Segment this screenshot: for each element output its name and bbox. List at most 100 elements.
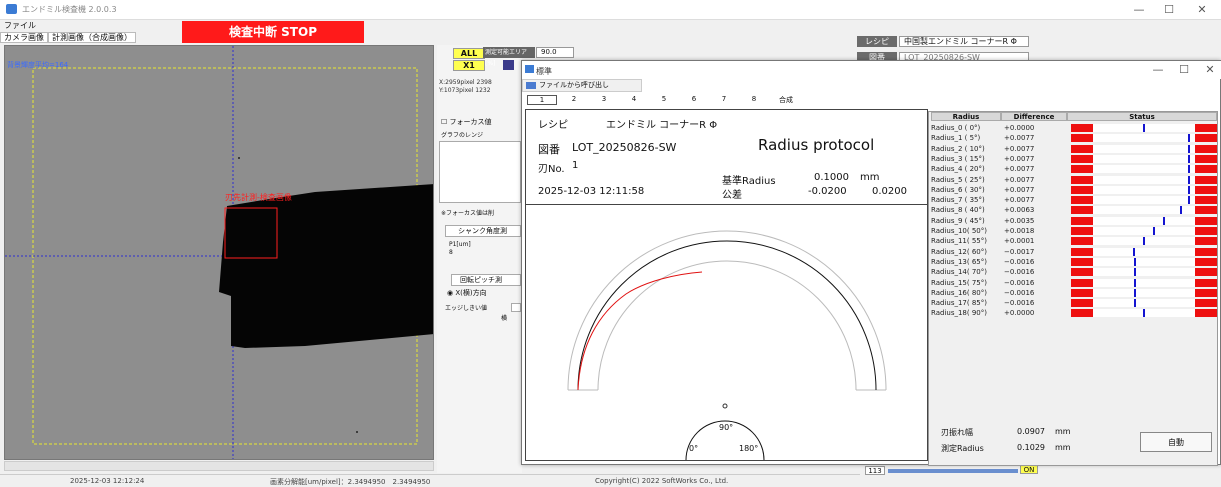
- on-button[interactable]: ON: [1020, 465, 1038, 474]
- status-bar-gauge: [1071, 154, 1217, 163]
- status-marker: [1188, 165, 1191, 174]
- lower-limit: [1071, 227, 1093, 235]
- table-row: Radius_13( 65°) −0.0016: [929, 257, 1219, 267]
- close-button[interactable]: ✕: [1197, 3, 1207, 16]
- lower-limit: [1071, 134, 1093, 143]
- tab-5[interactable]: 5: [661, 95, 667, 103]
- table-row: Radius_2 ( 10°) +0.0077: [929, 144, 1219, 154]
- focus-label: フォーカス値: [449, 118, 492, 126]
- load-file-button[interactable]: ファイルから呼び出し: [522, 79, 642, 92]
- upper-limit: [1195, 124, 1217, 132]
- tab-4[interactable]: 4: [631, 95, 637, 103]
- coord-x: X:2959pixel 2398: [439, 79, 492, 86]
- load-file-label: ファイルから呼び出し: [539, 81, 609, 89]
- status-marker: [1143, 309, 1145, 318]
- radius-table: Radius Difference Status Radius_0 ( 0°) +…: [928, 111, 1218, 466]
- focus-checkbox[interactable]: ☐ フォーカス値: [441, 118, 492, 126]
- status-bar-gauge: [1071, 288, 1217, 297]
- status-marker: [1188, 154, 1191, 163]
- measure-area-field[interactable]: 90.0: [536, 47, 574, 58]
- tab-2[interactable]: 2: [571, 95, 577, 103]
- tab-6[interactable]: 6: [691, 95, 697, 103]
- pitch-button[interactable]: 回転ピッチ測: [451, 274, 521, 286]
- xdir-label: X(横)方向: [455, 289, 487, 297]
- row-difference: −0.0016: [1004, 278, 1035, 287]
- dialog-close-button[interactable]: ✕: [1205, 63, 1215, 76]
- tab-camera[interactable]: カメラ画像: [0, 32, 48, 43]
- status-resolution: 画素分解能[um/pixel]：2.3494950 2.3494950: [270, 478, 431, 486]
- bottom-field[interactable]: 113: [865, 466, 885, 475]
- dialog-maximize-button[interactable]: ☐: [1179, 63, 1189, 76]
- status-bar-gauge: [1071, 299, 1217, 308]
- status-marker: [1188, 134, 1191, 143]
- upper-limit: [1195, 309, 1217, 318]
- shank-angle-button[interactable]: シャンク角度測: [445, 225, 521, 237]
- report-datetime: 2025-12-03 12:11:58: [538, 186, 645, 197]
- base-radius-label: 基準Radius: [722, 176, 776, 187]
- row-difference: +0.0000: [1004, 309, 1035, 318]
- table-row: Radius_10( 50°) +0.0018: [929, 226, 1219, 236]
- tab-1[interactable]: 1: [527, 95, 557, 105]
- measured-radius-label: 測定Radius: [941, 444, 984, 453]
- upper-limit: [1195, 216, 1217, 225]
- x1-button[interactable]: X1: [453, 60, 485, 71]
- lower-limit: [1071, 247, 1093, 256]
- status-bar-gauge: [1071, 144, 1217, 153]
- maximize-button[interactable]: ☐: [1164, 3, 1174, 16]
- angle-0: 0°: [689, 444, 699, 453]
- tab-7[interactable]: 7: [721, 95, 727, 103]
- table-row: Radius_8 ( 40°) +0.0063: [929, 205, 1219, 215]
- title-bar: エンドミル検査機 2.0.0.3 — ☐ ✕: [0, 0, 1221, 20]
- row-radius: Radius_12( 60°): [931, 247, 987, 256]
- horizontal-scrollbar[interactable]: [4, 461, 434, 471]
- table-row: Radius_3 ( 15°) +0.0077: [929, 154, 1219, 164]
- save-icon[interactable]: [503, 60, 514, 70]
- minimize-button[interactable]: —: [1133, 3, 1145, 16]
- all-button[interactable]: ALL: [453, 48, 485, 59]
- lower-limit: [1071, 154, 1093, 163]
- status-bar-gauge: [1071, 134, 1217, 143]
- upper-limit: [1195, 227, 1217, 235]
- row-radius: Radius_0 ( 0°): [931, 124, 981, 132]
- view-tabs: カメラ画像 計測画像（合成画像）: [0, 32, 180, 44]
- status-bar-gauge: [1071, 165, 1217, 174]
- recipe-field[interactable]: 中国製エンドミル コーナーR Φ: [899, 36, 1029, 47]
- tab-composite[interactable]: 合成: [779, 96, 793, 104]
- row-radius: Radius_2 ( 10°): [931, 144, 985, 153]
- table-row: Radius_0 ( 0°) +0.0000: [929, 123, 1219, 133]
- status-bar-gauge: [1071, 206, 1217, 215]
- stop-button[interactable]: 検査中断 STOP: [182, 21, 364, 43]
- camera-view[interactable]: 背景輝度平均=164 刃先計測-検査画像: [4, 45, 434, 460]
- table-row: Radius_16( 80°) −0.0016: [929, 288, 1219, 298]
- status-bar-gauge: [1071, 216, 1217, 225]
- row-difference: −0.0016: [1004, 299, 1035, 308]
- row-radius: Radius_15( 75°): [931, 278, 987, 287]
- runout-label: 刃振れ幅: [941, 428, 973, 437]
- upper-limit: [1195, 175, 1217, 184]
- drawing-label: 図番: [857, 52, 897, 63]
- menu-file[interactable]: ファイル: [4, 21, 36, 30]
- tab-measure[interactable]: 計測画像（合成画像）: [48, 32, 136, 43]
- runout-unit: mm: [1055, 427, 1071, 436]
- tab-3[interactable]: 3: [601, 95, 607, 103]
- dialog-minimize-button[interactable]: —: [1152, 63, 1164, 76]
- slider-track[interactable]: [888, 469, 1018, 473]
- row-radius: Radius_5 ( 25°): [931, 175, 985, 184]
- row-difference: −0.0016: [1004, 257, 1035, 266]
- tab-8[interactable]: 8: [751, 95, 757, 103]
- lower-limit: [1071, 299, 1093, 308]
- app-icon: [6, 4, 17, 14]
- status-marker: [1153, 227, 1156, 235]
- tolerance-label: 公差: [722, 190, 742, 201]
- row-difference: −0.0016: [1004, 268, 1035, 277]
- row-radius: Radius_13( 65°): [931, 257, 987, 266]
- xdir-radio[interactable]: ◉ X(横)方向: [447, 289, 487, 297]
- row-radius: Radius_16( 80°): [931, 288, 987, 297]
- table-row: Radius_5 ( 25°) +0.0077: [929, 175, 1219, 185]
- auto-button[interactable]: 自動: [1140, 432, 1212, 452]
- row-radius: Radius_11( 55°): [931, 237, 987, 246]
- edge-field[interactable]: [511, 303, 521, 312]
- row-radius: Radius_9 ( 45°): [931, 216, 985, 225]
- table-row: Radius_18( 90°) +0.0000: [929, 308, 1219, 318]
- upper-limit: [1195, 268, 1217, 277]
